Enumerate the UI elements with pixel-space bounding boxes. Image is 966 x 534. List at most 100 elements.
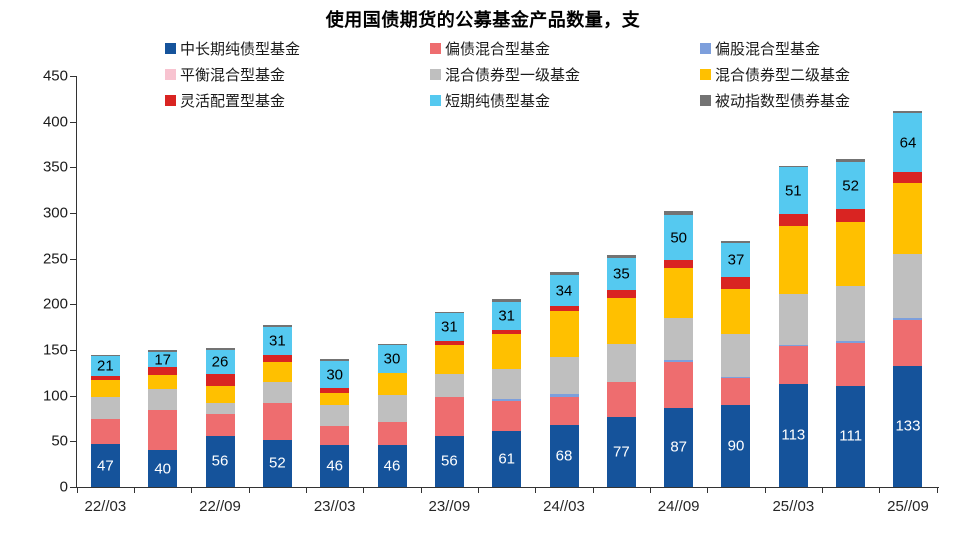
bar-value-label: 30 — [383, 350, 401, 368]
legend-item: 平衡混合型基金 — [165, 63, 285, 85]
bar-segment — [836, 385, 866, 487]
y-tick-mark — [70, 167, 76, 169]
bar-segment — [778, 345, 808, 384]
bar-segment — [721, 377, 751, 379]
bar-segment — [148, 350, 178, 352]
y-tick-label: 350 — [42, 158, 68, 176]
y-tick-label: 300 — [42, 204, 68, 222]
bar-segment — [836, 222, 866, 287]
y-tick-mark — [70, 304, 76, 306]
bar-value-label: 31 — [498, 307, 516, 325]
legend-swatch-icon — [700, 42, 711, 54]
bar-segment — [664, 361, 694, 408]
bar-segment — [205, 348, 235, 350]
legend-item: 中长期纯债型基金 — [165, 37, 300, 59]
bar-segment — [320, 360, 350, 389]
chart-title: 使用国债期货的公募基金产品数量，支 — [325, 10, 641, 30]
bar-segment — [606, 289, 636, 298]
bar-segment — [492, 301, 522, 330]
bar-segment — [90, 355, 120, 357]
bar-segment — [778, 383, 808, 487]
bar-segment — [549, 275, 579, 307]
bar-value-label: 52 — [842, 177, 859, 195]
bar-segment — [262, 361, 292, 382]
bar-segment — [549, 310, 579, 358]
bar-segment — [606, 343, 636, 382]
bar-value-label: 31 — [441, 318, 458, 336]
legend-swatch-icon — [165, 42, 176, 54]
y-tick-mark — [70, 441, 76, 443]
bar-segment — [90, 397, 120, 420]
bar-segment — [721, 241, 751, 244]
bar-segment — [205, 373, 235, 386]
bar-segment — [721, 404, 751, 487]
bar-segment — [148, 410, 178, 451]
bar-segment — [836, 209, 866, 223]
bar-segment — [549, 424, 579, 487]
y-tick-mark — [70, 395, 76, 397]
legend-item: 混合债券型一级基金 — [430, 63, 580, 85]
bar-segment — [492, 298, 522, 302]
y-tick-label: 450 — [42, 67, 68, 85]
y-axis-line — [76, 76, 77, 488]
bar-value-label: 35 — [612, 265, 630, 283]
bar-segment — [90, 356, 120, 376]
bar-segment — [205, 385, 235, 403]
bar-segment — [205, 402, 235, 414]
bar-value-label: 37 — [727, 251, 745, 269]
bar-value-label: 56 — [441, 452, 458, 470]
bar-value-label: 46 — [326, 457, 344, 475]
bar-segment — [148, 367, 178, 375]
bar-segment — [721, 243, 751, 277]
bar-value-label: 77 — [612, 443, 630, 461]
bar-segment — [148, 351, 178, 368]
y-tick-mark — [70, 121, 76, 123]
bar-value-label: 46 — [383, 457, 401, 475]
bar-segment — [434, 344, 464, 374]
legend-label: 中长期纯债型基金 — [180, 40, 301, 58]
bar-segment — [492, 401, 522, 432]
x-tick-mark — [420, 488, 422, 493]
bar-segment — [320, 404, 350, 426]
bar-value-label: 56 — [211, 452, 229, 470]
bar-segment — [434, 373, 464, 398]
bar-segment — [664, 267, 694, 319]
bar-segment — [664, 360, 694, 362]
y-tick-label: 50 — [51, 432, 68, 450]
x-tick-mark — [592, 488, 594, 493]
x-tick-mark — [707, 488, 709, 493]
legend-item: 偏股混合型基金 — [700, 37, 820, 59]
x-tick-mark — [306, 488, 308, 493]
bar-value-label: 30 — [326, 366, 344, 384]
bar-segment — [893, 182, 923, 255]
legend-label: 偏股混合型基金 — [715, 40, 821, 58]
bar-segment — [492, 334, 522, 370]
bar-segment — [262, 327, 292, 356]
bar-segment — [377, 343, 407, 346]
bar-segment — [549, 393, 579, 397]
y-tick-label: 150 — [42, 341, 68, 359]
bar-segment — [377, 372, 407, 395]
legend-item: 被动指数型债券基金 — [700, 89, 850, 111]
bar-segment — [893, 254, 923, 319]
bar-value-label: 64 — [899, 134, 917, 152]
bar-segment — [836, 161, 866, 210]
x-tick-label: 23//09 — [428, 498, 471, 515]
bar-segment — [778, 294, 808, 345]
bar-segment — [606, 255, 636, 258]
bar-segment — [893, 319, 923, 366]
bar-segment — [90, 375, 120, 381]
bar-segment — [320, 359, 350, 361]
bar-segment — [664, 260, 694, 268]
bar-value-label: 68 — [555, 447, 573, 465]
bar-segment — [778, 167, 808, 214]
bar-value-label: 90 — [727, 437, 745, 455]
x-tick-mark — [936, 488, 938, 493]
bar-segment — [492, 329, 522, 335]
x-tick-mark — [478, 488, 479, 493]
y-tick-label: 400 — [42, 113, 68, 131]
x-tick-mark — [650, 488, 651, 493]
bar-segment — [778, 344, 808, 346]
bar-segment — [893, 365, 923, 487]
bar-segment — [434, 435, 464, 487]
